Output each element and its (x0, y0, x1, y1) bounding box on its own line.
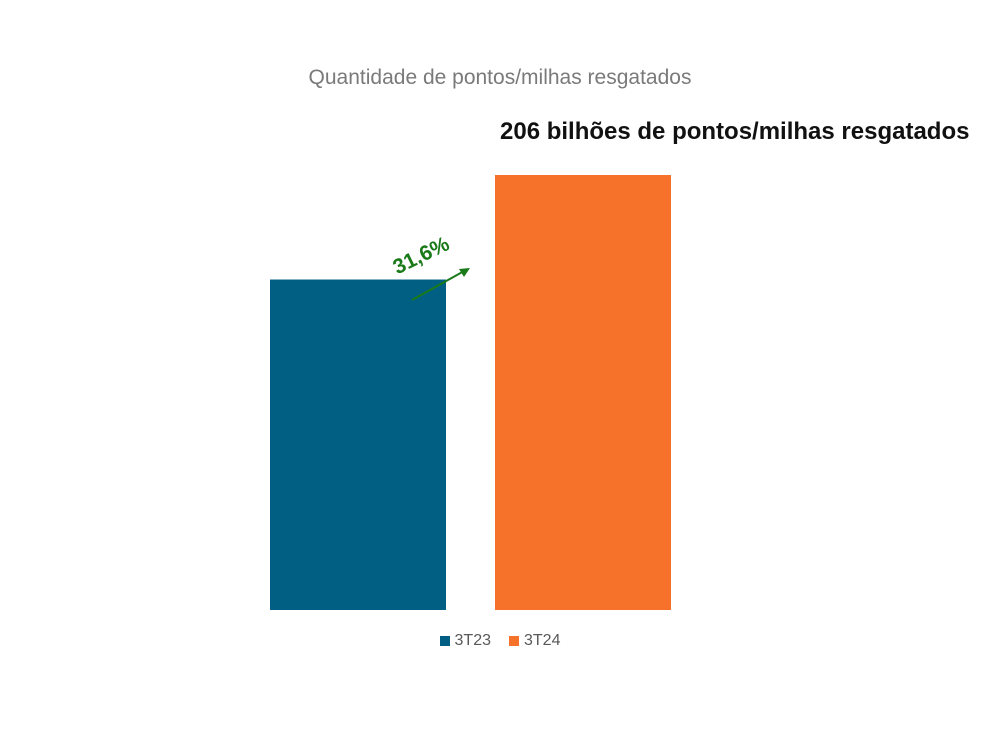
legend-label-3t23: 3T23 (454, 632, 491, 649)
bars-group (270, 175, 671, 610)
bar-3t24 (495, 175, 671, 610)
headline-annotation: 206 bilhões de pontos/milhas resgatados (500, 118, 970, 145)
legend-label-3t24: 3T24 (524, 632, 561, 649)
legend-item-3t24: 3T24 (509, 632, 560, 650)
bar-3t23 (270, 279, 446, 610)
legend: 3T23 3T24 (0, 632, 1000, 650)
legend-swatch-3t23 (439, 636, 450, 646)
chart-title: Quantidade de pontos/milhas resgatados (308, 66, 692, 89)
growth-arrowhead-icon (459, 268, 470, 277)
growth-arrow-icon (411, 269, 467, 301)
legend-swatch-3t24 (509, 636, 519, 646)
legend-item-3t23: 3T23 (439, 632, 491, 650)
